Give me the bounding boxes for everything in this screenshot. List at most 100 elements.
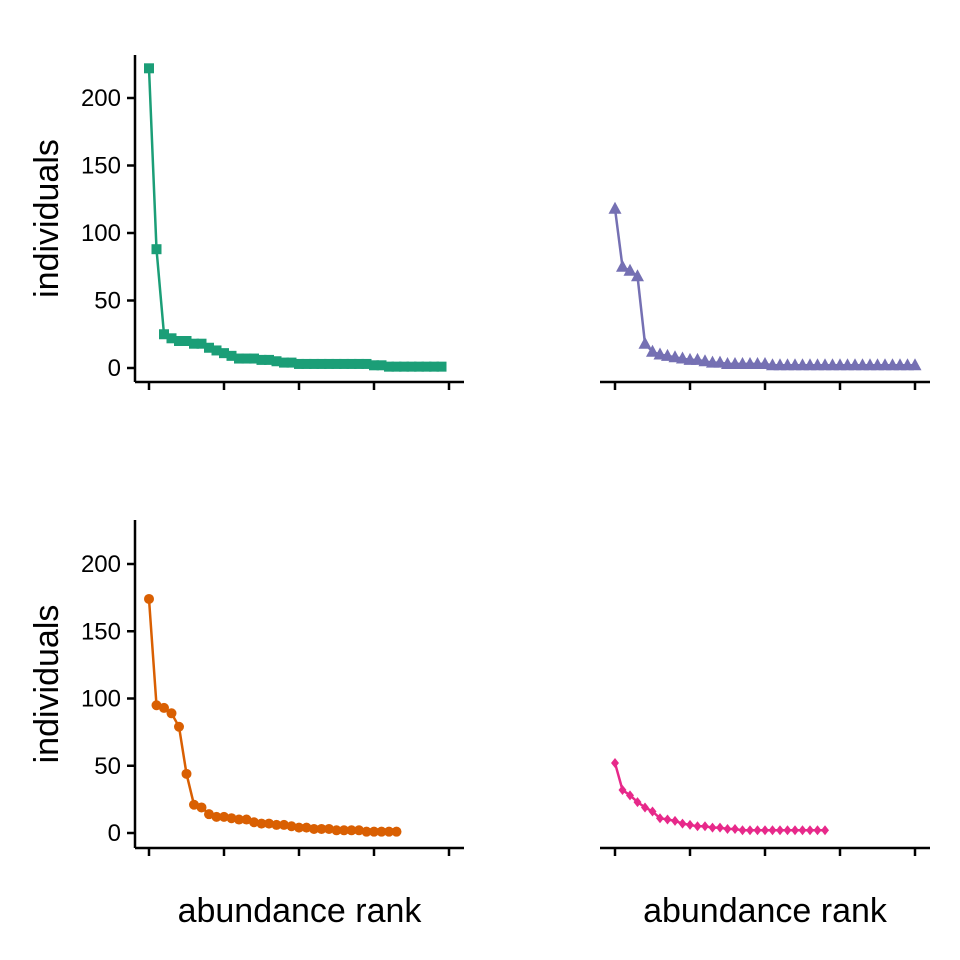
data-point-13: [234, 814, 244, 825]
data-point-10: [676, 351, 689, 364]
data-point-31: [369, 826, 379, 837]
data-point-23: [309, 358, 319, 369]
y-tick-label: 50: [94, 288, 121, 315]
data-point-14: [241, 814, 252, 825]
data-point-10: [211, 811, 222, 822]
chart-panel-3: 0 50 100 150 200 individuals abundance rank: [28, 520, 464, 930]
data-point-21: [761, 825, 769, 836]
data-point-12: [226, 813, 237, 824]
data-point-3: [623, 263, 637, 276]
data-point-3: [159, 702, 169, 713]
data-point-5: [641, 802, 649, 813]
data-point-20: [753, 825, 762, 836]
data-point-18: [271, 819, 282, 830]
y-axis-title: individuals: [28, 139, 66, 298]
data-point-5: [638, 336, 652, 349]
data-point-1: [144, 63, 154, 74]
data-point-15: [713, 355, 727, 368]
data-point-34: [391, 826, 402, 837]
chart-panel-1: 0 50 100 150 200 individuals: [28, 55, 464, 390]
y-tick-label: 100: [81, 686, 121, 713]
data-point-8: [196, 802, 207, 813]
data-point-15: [249, 817, 259, 828]
data-point-35: [399, 361, 409, 372]
data-point-19: [279, 357, 289, 368]
data-point-16: [256, 818, 267, 829]
series-line: [147, 598, 397, 833]
data-point-8: [663, 814, 672, 825]
data-point-22: [301, 358, 312, 369]
y-tick-label: 0: [108, 820, 121, 847]
data-point-32: [376, 826, 387, 837]
data-point-1: [144, 593, 154, 604]
chart-panel-2: [600, 201, 930, 390]
data-point-18: [738, 825, 747, 836]
data-point-12: [226, 350, 237, 361]
data-point-8: [196, 338, 207, 349]
data-point-12: [691, 352, 704, 365]
y-tick-label: 200: [81, 551, 121, 578]
data-point-2: [151, 244, 162, 255]
data-point-30: [361, 826, 372, 837]
data-point-28: [813, 825, 822, 836]
data-point-13: [701, 821, 709, 832]
data-point-19: [746, 825, 754, 836]
chart-panel-4: abundance rank: [600, 758, 930, 930]
data-point-6: [181, 768, 192, 779]
data-point-6: [181, 336, 192, 346]
data-point-21: [294, 822, 304, 833]
data-point-20: [286, 357, 297, 368]
data-point-16: [256, 354, 267, 365]
data-point-11: [219, 811, 229, 822]
y-tick-label: 150: [81, 618, 121, 645]
data-point-41: [908, 358, 922, 371]
data-point-2: [616, 259, 629, 272]
data-point-13: [698, 354, 712, 367]
data-point-1: [608, 201, 622, 214]
data-point-28: [346, 825, 357, 836]
data-point-26: [331, 358, 342, 369]
data-point-7: [189, 799, 199, 810]
data-point-6: [648, 806, 657, 817]
x-axis-title: abundance rank: [178, 892, 423, 930]
data-point-2: [151, 700, 162, 711]
data-point-20: [286, 821, 297, 832]
data-point-28: [346, 358, 357, 369]
data-point-37: [414, 361, 424, 372]
data-point-24: [316, 823, 327, 834]
data-point-10: [211, 345, 222, 356]
data-point-27: [339, 358, 349, 369]
y-tick-label: 0: [108, 355, 121, 382]
data-point-21: [294, 358, 304, 369]
x-axis-title: abundance rank: [643, 892, 888, 930]
data-point-5: [174, 336, 184, 346]
data-point-4: [631, 269, 644, 282]
data-point-7: [653, 347, 667, 360]
data-point-36: [406, 361, 417, 372]
data-point-24: [316, 358, 327, 369]
data-point-8: [661, 348, 674, 361]
y-tick-label: 150: [81, 153, 121, 180]
data-point-30: [361, 358, 372, 369]
data-point-17: [731, 823, 739, 834]
data-point-27: [339, 825, 349, 836]
data-point-24: [783, 825, 792, 836]
y-tick-label: 50: [94, 753, 121, 780]
data-point-11: [686, 819, 694, 830]
data-point-14: [241, 353, 252, 364]
y-axis-title: individuals: [28, 605, 66, 764]
data-point-15: [716, 822, 724, 833]
data-point-27: [806, 825, 814, 836]
data-point-10: [678, 818, 687, 829]
data-point-33: [384, 361, 394, 372]
data-point-34: [391, 361, 402, 372]
data-point-16: [723, 823, 732, 834]
data-point-26: [331, 825, 342, 836]
data-point-26: [798, 825, 807, 836]
data-point-18: [271, 356, 282, 367]
data-point-29: [354, 825, 364, 836]
data-point-9: [671, 815, 679, 826]
data-point-29: [821, 825, 829, 836]
series-line: [613, 762, 825, 832]
data-point-38: [421, 361, 432, 372]
